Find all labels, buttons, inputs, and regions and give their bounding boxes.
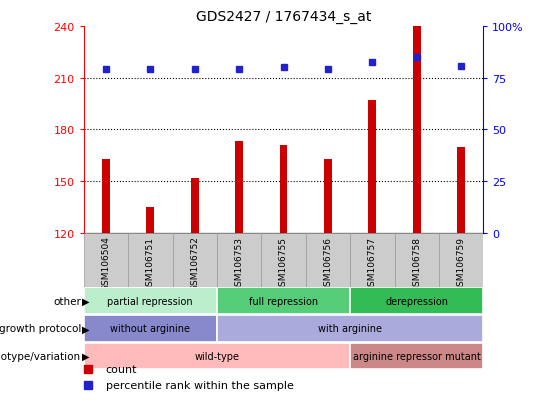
Text: with arginine: with arginine [318,323,382,334]
Text: wild-type: wild-type [194,351,239,361]
Text: GSM106753: GSM106753 [234,236,244,291]
Text: derepression: derepression [385,296,448,306]
Bar [146,208,154,233]
Text: count: count [106,364,137,375]
Text: GSM106504: GSM106504 [102,236,110,291]
Bar [306,233,350,287]
Bar [102,159,110,233]
Bar [280,146,287,233]
Text: GSM106759: GSM106759 [457,236,465,291]
Text: ▶: ▶ [82,323,90,334]
Text: arginine repressor mutant: arginine repressor mutant [353,351,481,361]
Bar [413,27,421,233]
Bar [84,287,217,314]
Text: GSM106751: GSM106751 [146,236,155,291]
Bar [172,233,217,287]
Bar [368,101,376,233]
Bar [235,142,243,233]
Text: GSM106756: GSM106756 [323,236,333,291]
Bar [350,343,483,370]
Bar [84,233,128,287]
Text: ▶: ▶ [82,296,90,306]
Text: GSM106758: GSM106758 [412,236,421,291]
Bar [128,233,172,287]
Bar [439,233,483,287]
Bar [191,178,199,233]
Text: GSM106757: GSM106757 [368,236,377,291]
Bar [84,315,217,342]
Bar [457,147,465,233]
Bar [350,287,483,314]
Bar [217,315,483,342]
Bar [217,233,261,287]
Bar [395,233,439,287]
Text: GSM106752: GSM106752 [190,236,199,291]
Text: ▶: ▶ [82,351,90,361]
Bar [84,343,350,370]
Text: genotype/variation: genotype/variation [0,351,81,361]
Text: without arginine: without arginine [110,323,190,334]
Bar [261,233,306,287]
Bar [324,159,332,233]
Bar [217,287,350,314]
Bar [350,233,395,287]
Text: percentile rank within the sample: percentile rank within the sample [106,380,294,391]
Text: other: other [53,296,81,306]
Text: growth protocol: growth protocol [0,323,81,334]
Text: partial repression: partial repression [107,296,193,306]
Title: GDS2427 / 1767434_s_at: GDS2427 / 1767434_s_at [196,10,371,24]
Text: GSM106755: GSM106755 [279,236,288,291]
Text: full repression: full repression [249,296,318,306]
